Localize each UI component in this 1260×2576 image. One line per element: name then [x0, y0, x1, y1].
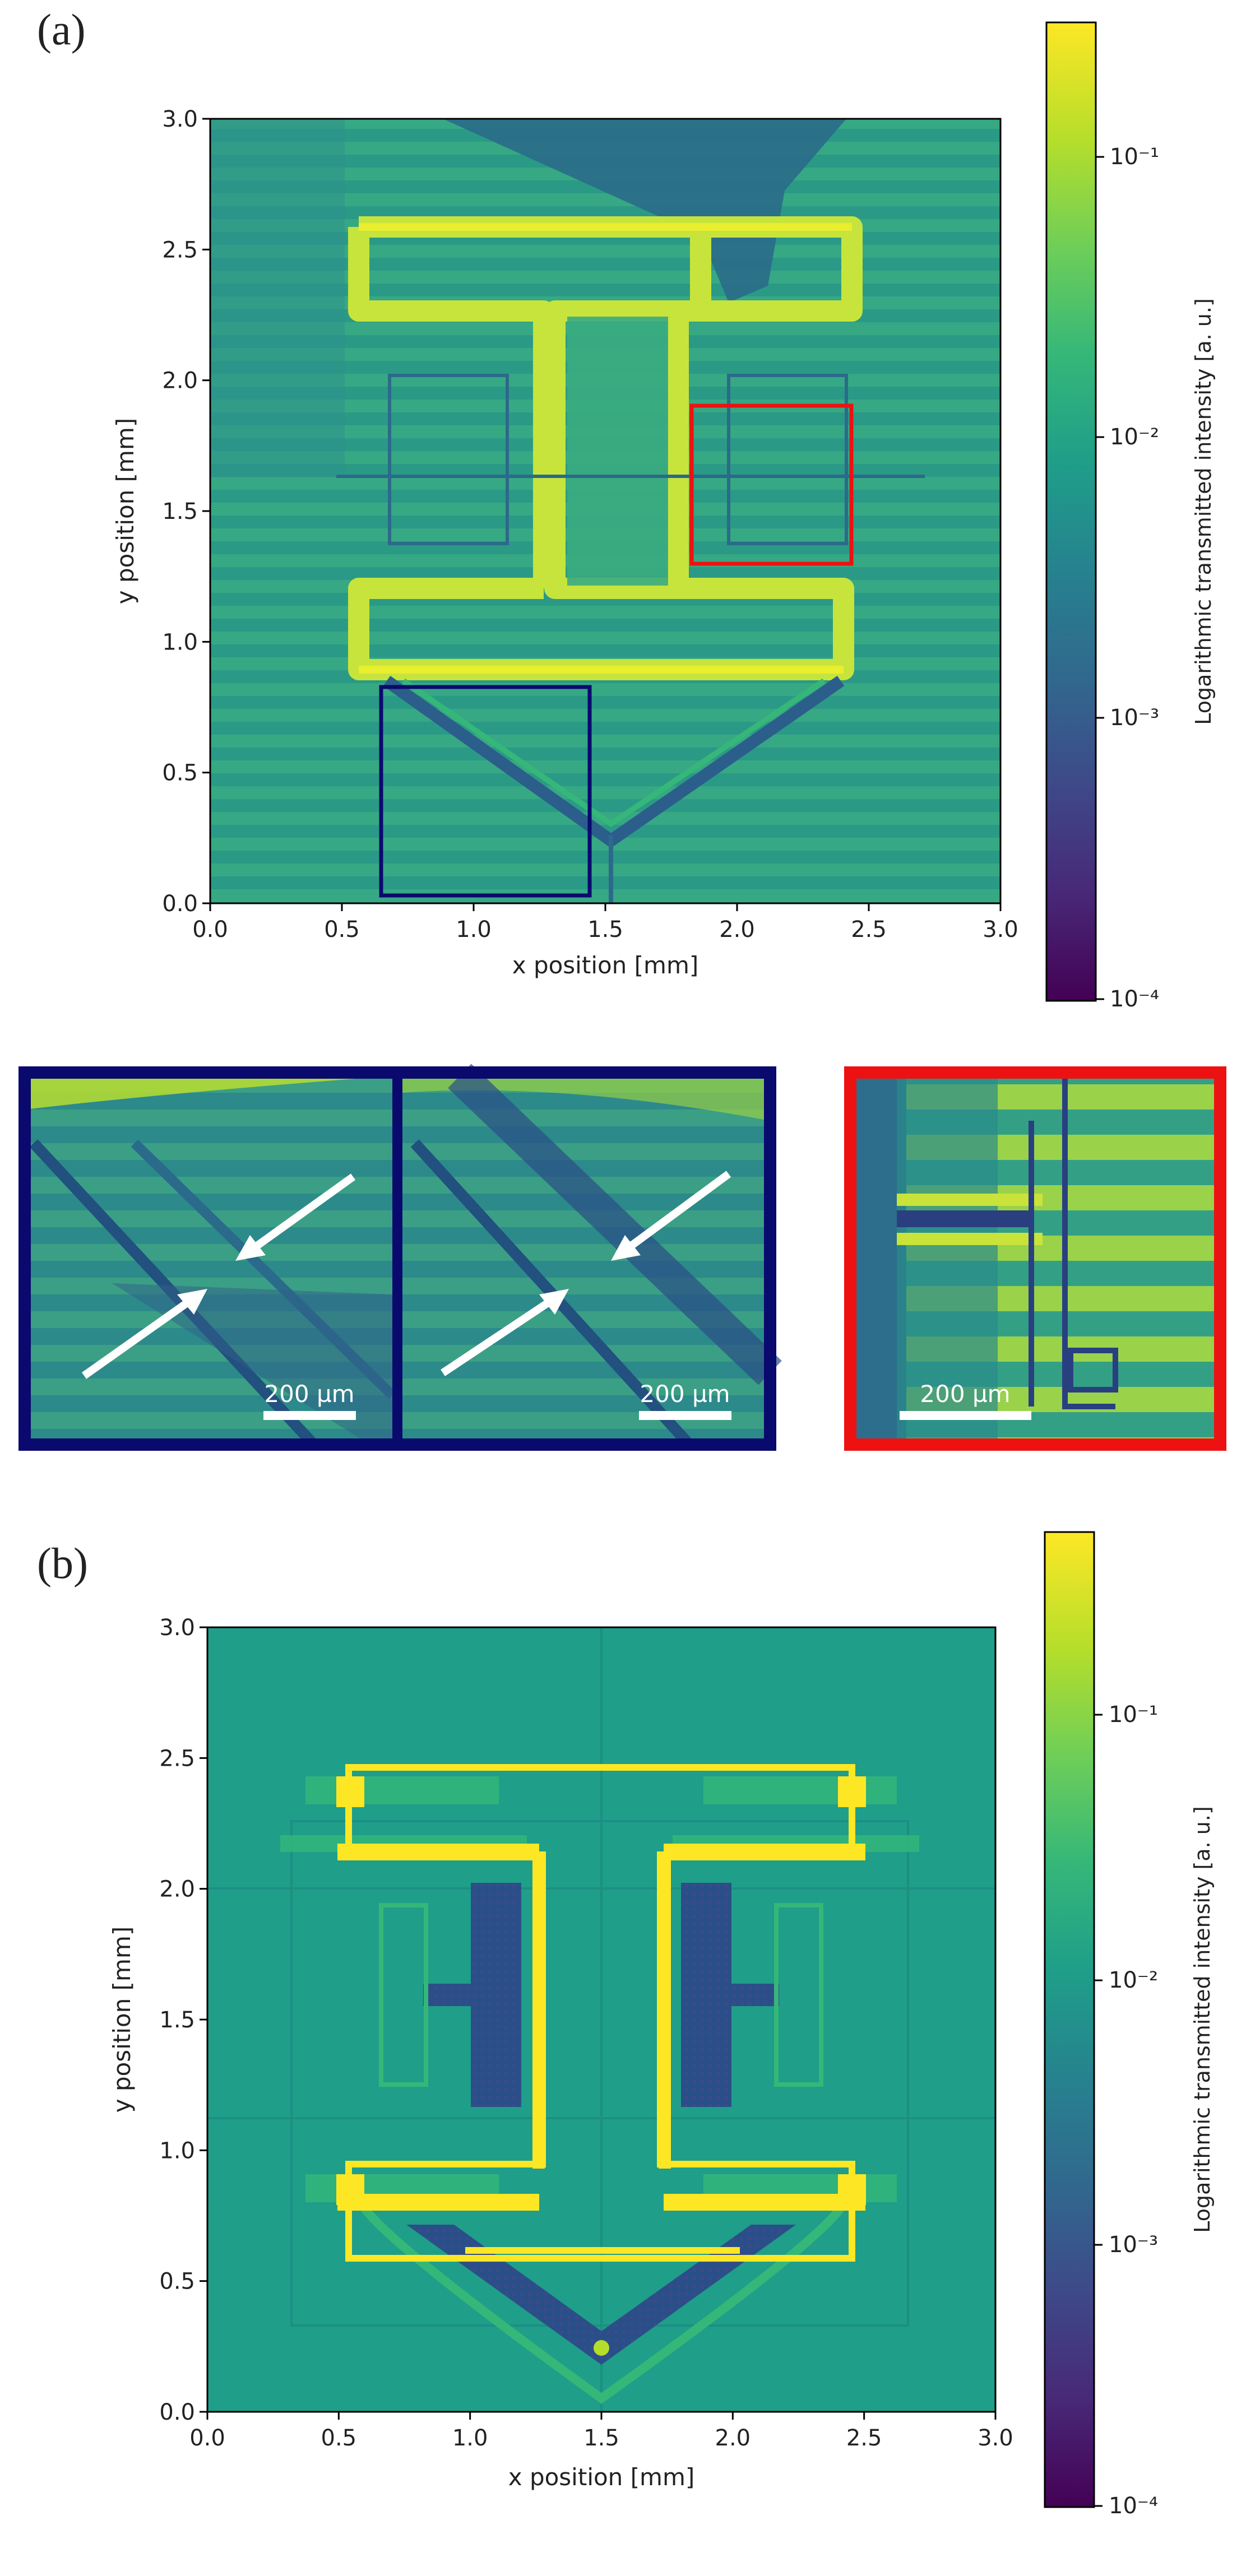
colorbar-a-label: Logarithmic transmitted intensity [a. u.…: [1191, 298, 1216, 725]
axis-tick-labels-b: 0.0 0.5 1.0 1.5 2.0 2.5 3.0 0.0 0.5 1.0 1.5 2.0 2.5 3…: [159, 1615, 1013, 2451]
xlabel-a: x position [mm]: [512, 952, 699, 979]
ylabel-b: y position [mm]: [108, 1927, 136, 2113]
x-tick-label: 1.5: [587, 917, 623, 943]
y-tick-label: 1.0: [162, 629, 198, 655]
inset-red: 200 µm: [850, 1073, 1220, 1445]
roi-box-red: [689, 403, 854, 566]
roi-box-navy: [379, 685, 592, 898]
x-tick-label: 2.5: [851, 917, 887, 943]
heatmap-b: [207, 1627, 995, 2412]
axis-tick-labels-a: 0.0 0.5 1.0 1.5 2.0 2.5 3.0 0.0 0.5 1.0 1.5 2.0 2.5 3…: [162, 106, 1018, 943]
axis-ticks-b: [200, 1626, 997, 2420]
x-tick-label: 1.0: [452, 2425, 488, 2451]
y-tick-label: 2.0: [162, 368, 198, 394]
insets-row: 200 µm 200 µm 200 µm: [18, 1064, 1226, 1451]
y-tick-label: 1.5: [162, 499, 198, 525]
y-tick-label: 0.5: [162, 760, 198, 786]
colorbar-a: [1045, 21, 1097, 1002]
x-tick-label: 1.5: [583, 2425, 619, 2451]
colorbar-a-tick-2: 10⁻²: [1110, 424, 1159, 450]
y-tick-label: 3.0: [162, 106, 198, 132]
panel-a-figure: 0.0 0.5 1.0 1.5 2.0 2.5 3.0 0.0 0.5 1.0 1.5 2.0 2.5 3…: [112, 21, 1216, 1012]
y-tick-label: 3.0: [159, 1615, 195, 1641]
panel-a-label: (a): [37, 5, 86, 54]
x-tick-label: 0.5: [321, 2425, 357, 2451]
colorbar-b-tick-4: 10⁻⁴: [1109, 2493, 1158, 2519]
colorbar-b-tick-3: 10⁻³: [1109, 2232, 1158, 2258]
x-tick-label: 0.0: [192, 917, 228, 943]
inset-navy-2-scalebar-label: 200 µm: [640, 1380, 730, 1408]
y-tick-label: 0.0: [159, 2399, 195, 2425]
colorbar-a-tick-3: 10⁻³: [1110, 705, 1159, 731]
y-tick-label: 0.5: [159, 2269, 195, 2295]
inset-red-frame: [844, 1066, 1226, 1451]
inset-red-scalebar-label: 200 µm: [920, 1380, 1010, 1408]
y-tick-label: 2.0: [159, 1877, 195, 1902]
x-tick-label: 0.5: [324, 917, 360, 943]
colorbar-a-tick-1: 10⁻¹: [1110, 144, 1159, 170]
panel-b-label: (b): [37, 1539, 88, 1588]
y-tick-label: 0.0: [162, 891, 198, 917]
colorbar-b-tick-1: 10⁻¹: [1109, 1702, 1158, 1728]
colorbar-b: [1044, 1531, 1095, 2508]
colorbar-b-label: Logarithmic transmitted intensity [a. u.…: [1190, 1806, 1215, 2233]
axis-ticks-a: [202, 118, 1002, 911]
panel-b-figure: 0.0 0.5 1.0 1.5 2.0 2.5 3.0 0.0 0.5 1.0 1.5 2.0 2.5 3…: [108, 1531, 1215, 2519]
y-tick-label: 1.0: [159, 2138, 195, 2164]
y-tick-label: 2.5: [159, 1746, 195, 1771]
x-tick-label: 3.0: [983, 917, 1018, 943]
heatmap-a: [210, 119, 1000, 903]
colorbar-a-tick-4: 10⁻⁴: [1110, 986, 1159, 1012]
colorbar-ticks-b: [1094, 1714, 1102, 2507]
inset-navy-1: 200 µm: [25, 1073, 396, 1449]
inset-navy-1-scalebar-label: 200 µm: [264, 1380, 354, 1408]
ylabel-a: y position [mm]: [112, 418, 139, 605]
x-tick-label: 1.0: [456, 917, 492, 943]
xlabel-b: x position [mm]: [508, 2463, 695, 2491]
x-tick-label: 2.0: [715, 2425, 751, 2451]
x-tick-label: 0.0: [189, 2425, 225, 2451]
colorbar-b-tick-2: 10⁻²: [1109, 1967, 1158, 1993]
y-tick-label: 2.5: [162, 237, 198, 263]
inset-navy-2: 200 µm: [402, 1064, 782, 1449]
x-tick-label: 2.0: [719, 917, 755, 943]
x-tick-label: 3.0: [978, 2425, 1013, 2451]
y-tick-label: 1.5: [159, 2007, 195, 2033]
colorbar-ticks-a: [1096, 156, 1104, 1000]
x-tick-label: 2.5: [846, 2425, 882, 2451]
